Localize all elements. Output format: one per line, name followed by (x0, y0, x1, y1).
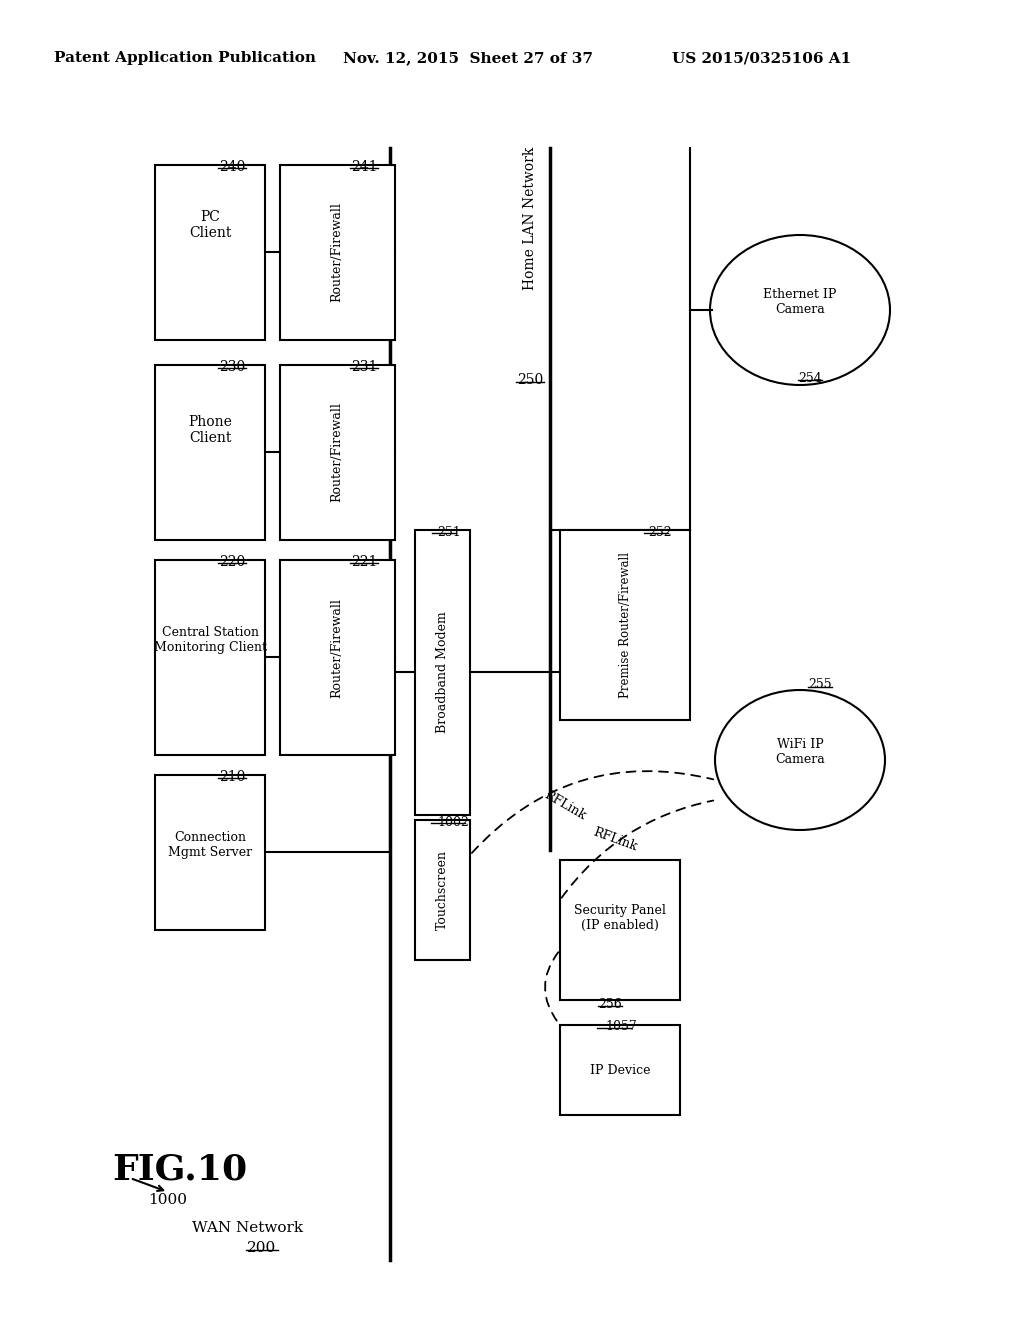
Text: 220: 220 (219, 554, 245, 569)
Text: Ethernet IP
Camera: Ethernet IP Camera (763, 288, 837, 315)
FancyArrowPatch shape (561, 800, 714, 898)
Text: WAN Network: WAN Network (193, 1221, 303, 1236)
Text: Patent Application Publication: Patent Application Publication (54, 51, 316, 65)
Text: Broadband Modem: Broadband Modem (435, 611, 449, 733)
Text: Nov. 12, 2015  Sheet 27 of 37: Nov. 12, 2015 Sheet 27 of 37 (343, 51, 593, 65)
Text: 256: 256 (598, 998, 622, 1011)
Bar (155, 560, 265, 755)
FancyArrowPatch shape (545, 952, 558, 1023)
Text: Router/Firewall: Router/Firewall (331, 403, 343, 502)
Text: Home LAN Network: Home LAN Network (523, 147, 537, 290)
Bar (155, 165, 265, 341)
Text: 1057: 1057 (605, 1020, 637, 1034)
Text: 241: 241 (351, 160, 377, 174)
Bar (155, 366, 265, 540)
Bar (280, 366, 395, 540)
Text: Central Station
Monitoring Client: Central Station Monitoring Client (154, 626, 266, 653)
Text: US 2015/0325106 A1: US 2015/0325106 A1 (673, 51, 852, 65)
Text: 250: 250 (517, 374, 543, 387)
Text: 221: 221 (351, 554, 377, 569)
Text: IP Device: IP Device (590, 1064, 650, 1077)
Bar (560, 1026, 680, 1115)
Text: 254: 254 (798, 371, 822, 384)
Bar (280, 165, 395, 341)
Bar (280, 560, 395, 755)
Text: 210: 210 (219, 770, 245, 784)
Text: 1000: 1000 (148, 1193, 187, 1206)
Text: 231: 231 (351, 360, 377, 374)
Text: Router/Firewall: Router/Firewall (331, 598, 343, 698)
Text: RFLink: RFLink (591, 826, 639, 854)
Text: 251: 251 (437, 525, 461, 539)
Text: WiFi IP
Camera: WiFi IP Camera (775, 738, 825, 766)
Text: 240: 240 (219, 160, 245, 174)
Bar (560, 861, 680, 1001)
Text: 1002: 1002 (437, 816, 469, 829)
Text: Security Panel
(IP enabled): Security Panel (IP enabled) (574, 904, 666, 932)
Bar (415, 531, 470, 814)
Bar (415, 820, 470, 960)
Text: Router/Firewall: Router/Firewall (331, 202, 343, 302)
Text: 230: 230 (219, 360, 245, 374)
Text: Connection
Mgmt Server: Connection Mgmt Server (168, 832, 252, 859)
Text: 255: 255 (808, 678, 831, 692)
Text: 252: 252 (648, 525, 672, 539)
Text: RFLink: RFLink (542, 788, 588, 822)
Text: Premise Router/Firewall: Premise Router/Firewall (618, 552, 632, 698)
Bar (155, 775, 265, 931)
FancyArrowPatch shape (472, 771, 714, 853)
Text: 200: 200 (248, 1241, 276, 1255)
Bar (560, 531, 690, 719)
Text: FIG.10: FIG.10 (112, 1152, 247, 1187)
Text: PC
Client: PC Client (188, 210, 231, 240)
Text: Phone
Client: Phone Client (188, 414, 232, 445)
Text: Touchscreen: Touchscreen (435, 850, 449, 931)
